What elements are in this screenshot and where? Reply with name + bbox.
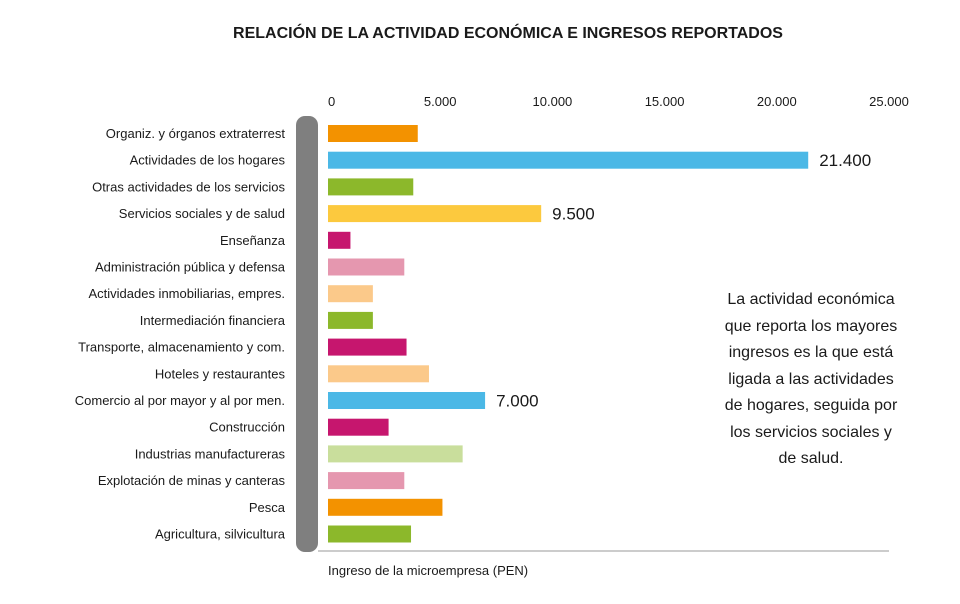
bar bbox=[328, 392, 486, 409]
x-tick-label: 20.000 bbox=[757, 94, 797, 109]
category-label: Pesca bbox=[249, 500, 286, 515]
x-axis-ticks: 0 5.000 10.000 15.000 20.000 25.000 bbox=[328, 94, 909, 109]
bars bbox=[328, 125, 809, 543]
bar bbox=[328, 311, 373, 329]
data-labels: 21.400 9.500 7.000 bbox=[496, 151, 871, 410]
bar bbox=[328, 445, 463, 463]
category-label: Actividades inmobiliarias, empres. bbox=[88, 286, 285, 301]
category-label: Organiz. y órganos extraterrest bbox=[106, 126, 286, 141]
bar bbox=[328, 151, 809, 169]
category-label: Construcción bbox=[209, 420, 285, 435]
category-label: Servicios sociales y de salud bbox=[119, 206, 285, 221]
data-label: 9.500 bbox=[552, 205, 595, 224]
bar bbox=[328, 418, 389, 436]
bar bbox=[328, 258, 405, 276]
category-label: Transporte, almacenamiento y com. bbox=[78, 340, 285, 355]
bar bbox=[328, 125, 418, 142]
x-tick-label: 5.000 bbox=[424, 94, 457, 109]
x-tick-label: 0 bbox=[328, 94, 335, 109]
bar bbox=[328, 285, 373, 303]
category-label: Explotación de minas y canteras bbox=[98, 473, 286, 488]
category-label: Actividades de los hogares bbox=[130, 153, 286, 168]
data-label: 21.400 bbox=[819, 151, 871, 170]
category-label: Enseñanza bbox=[220, 233, 286, 248]
bar bbox=[328, 472, 405, 490]
category-labels: Organiz. y órganos extraterrest Actividad… bbox=[75, 126, 286, 542]
category-axis-band bbox=[296, 116, 318, 552]
x-tick-label: 10.000 bbox=[533, 94, 573, 109]
bar bbox=[328, 525, 412, 543]
bar bbox=[328, 498, 443, 516]
bar bbox=[328, 205, 542, 223]
category-label: Agricultura, silvicultura bbox=[155, 527, 286, 542]
x-tick-label: 15.000 bbox=[645, 94, 685, 109]
bar bbox=[328, 231, 351, 249]
data-label: 7.000 bbox=[496, 392, 539, 411]
x-tick-label: 25.000 bbox=[869, 94, 909, 109]
bar bbox=[328, 178, 414, 196]
category-label: Comercio al por mayor y al por men. bbox=[75, 393, 285, 408]
category-label: Industrias manufactureras bbox=[135, 446, 286, 461]
chart-annotation: La actividad económica que reporta los m… bbox=[724, 291, 898, 467]
bar bbox=[328, 365, 429, 383]
category-label: Intermediación financiera bbox=[140, 313, 286, 328]
category-label: Otras actividades de los servicios bbox=[92, 179, 285, 194]
bar bbox=[328, 338, 407, 356]
category-label: Hoteles y restaurantes bbox=[155, 366, 286, 381]
category-label: Administración pública y defensa bbox=[95, 260, 286, 275]
x-axis-label: Ingreso de la microempresa (PEN) bbox=[328, 563, 528, 578]
chart-title: RELACIÓN DE LA ACTIVIDAD ECONÓMICA E ING… bbox=[233, 23, 783, 42]
